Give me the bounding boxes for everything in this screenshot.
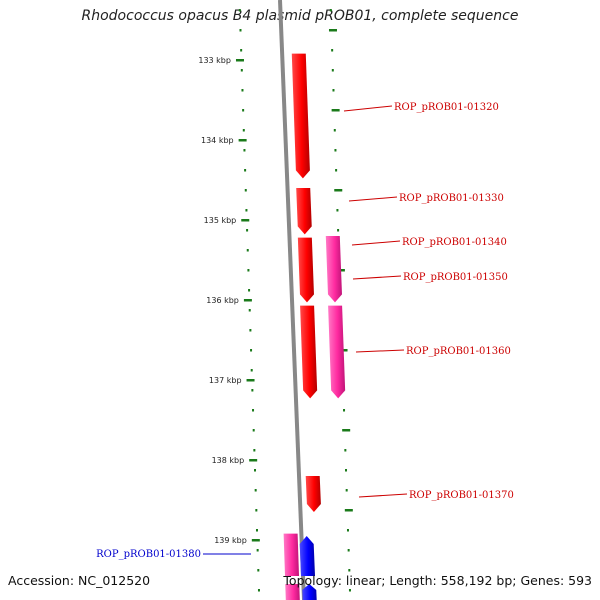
axis-mid-tick: [331, 109, 340, 112]
axis-tick-label: 134 kbp: [201, 136, 234, 145]
axis-minor-tick: [344, 449, 347, 452]
axis-minor-tick: [254, 489, 257, 492]
axis-minor-tick: [255, 509, 258, 512]
axis-mid-tick: [328, 29, 337, 32]
gene-arrow[interactable]: [300, 305, 318, 399]
map-title: Rhodococcus opacus B4 plasmid pROB01, co…: [81, 8, 519, 24]
axis-major-tick: [241, 219, 250, 222]
axis-mid-tick: [334, 189, 343, 192]
axis-minor-tick: [257, 589, 260, 592]
accession-text: Accession: NC_012520: [8, 573, 151, 588]
axis-minor-tick: [255, 529, 258, 532]
axis-minor-tick: [348, 569, 351, 572]
gene-label[interactable]: ROP_pROB01-01370: [409, 490, 514, 501]
axis-minor-tick: [246, 249, 249, 252]
gene-arrow[interactable]: [283, 533, 300, 576]
axis-minor-tick: [333, 129, 336, 132]
axis-minor-tick: [244, 169, 247, 172]
axis-minor-tick: [241, 89, 244, 92]
axis-minor-tick: [331, 49, 334, 52]
gene-arrow[interactable]: [302, 584, 317, 600]
axis-minor-tick: [254, 469, 257, 472]
axis-minor-tick: [246, 229, 249, 232]
gene-arrow[interactable]: [291, 53, 310, 179]
label-leader-line: [355, 349, 405, 353]
gene-arrow[interactable]: [297, 237, 314, 303]
axis-minor-tick: [257, 569, 260, 572]
axis-major-tick: [249, 459, 258, 462]
axis-tick-label: 139 kbp: [214, 536, 247, 545]
gene-arrow[interactable]: [296, 188, 312, 235]
label-leader-line: [352, 275, 402, 280]
axis-minor-tick: [242, 129, 245, 132]
axis-minor-tick: [334, 149, 337, 152]
label-leader-line: [343, 105, 393, 112]
gene-label[interactable]: ROP_pROB01-01380: [96, 549, 201, 560]
sequence-backbone: [278, 0, 306, 600]
gene-label[interactable]: ROP_pROB01-01350: [403, 272, 508, 283]
axis-minor-tick: [252, 409, 255, 412]
gene-arrow[interactable]: [325, 236, 342, 303]
axis-tick-label: 137 kbp: [209, 376, 242, 385]
axis-minor-tick: [331, 69, 334, 72]
axis-minor-tick: [253, 449, 256, 452]
axis-minor-tick: [343, 409, 346, 412]
axis-minor-tick: [239, 29, 242, 32]
axis-minor-tick: [240, 49, 243, 52]
axis-tick-label: 138 kbp: [212, 456, 245, 465]
axis-minor-tick: [244, 189, 247, 192]
axis-minor-tick: [329, 9, 332, 12]
axis-major-tick: [251, 539, 260, 542]
axis-tick-label: 136 kbp: [206, 296, 239, 305]
gene-label[interactable]: ROP_pROB01-01330: [399, 193, 504, 204]
axis-minor-tick: [256, 549, 259, 552]
axis-minor-tick: [346, 529, 349, 532]
gene-arrow[interactable]: [328, 305, 346, 399]
axis-major-tick: [238, 139, 247, 142]
axis-minor-tick: [240, 69, 243, 72]
axis-minor-tick: [242, 109, 245, 112]
topology-summary: Topology: linear; Length: 558,192 bp; Ge…: [283, 573, 592, 588]
gene-arrow[interactable]: [299, 536, 316, 576]
label-leader-line: [348, 196, 398, 202]
axis-minor-tick: [347, 549, 350, 552]
label-leader-line: [358, 493, 408, 498]
axis-minor-tick: [238, 9, 241, 12]
axis-minor-tick: [348, 589, 351, 592]
axis-tick-label: 135 kbp: [204, 216, 237, 225]
axis-minor-tick: [345, 489, 348, 492]
label-leader-line: [351, 240, 401, 246]
gene-arrow[interactable]: [305, 476, 321, 512]
axis-major-tick: [235, 59, 244, 62]
axis-tick-label: 133 kbp: [198, 56, 231, 65]
axis-minor-tick: [248, 309, 251, 312]
axis-minor-tick: [337, 229, 340, 232]
gene-label[interactable]: ROP_pROB01-01320: [394, 102, 499, 113]
gene-label[interactable]: ROP_pROB01-01360: [406, 346, 511, 357]
axis-minor-tick: [245, 209, 248, 212]
axis-minor-tick: [332, 89, 335, 92]
axis-major-tick: [246, 379, 255, 382]
axis-mid-tick: [342, 429, 351, 432]
axis-major-tick: [243, 299, 252, 302]
axis-minor-tick: [250, 369, 253, 372]
axis-minor-tick: [243, 149, 246, 152]
axis-minor-tick: [336, 209, 339, 212]
axis-minor-tick: [249, 329, 252, 332]
axis-minor-tick: [345, 469, 348, 472]
axis-minor-tick: [252, 429, 255, 432]
axis-minor-tick: [247, 269, 250, 272]
axis-mid-tick: [344, 509, 353, 512]
axis-minor-tick: [251, 389, 254, 392]
axis-minor-tick: [248, 289, 251, 292]
gene-label[interactable]: ROP_pROB01-01340: [402, 237, 507, 248]
axis-minor-tick: [335, 169, 338, 172]
gene-arrow[interactable]: [285, 584, 300, 600]
axis-minor-tick: [250, 349, 253, 352]
